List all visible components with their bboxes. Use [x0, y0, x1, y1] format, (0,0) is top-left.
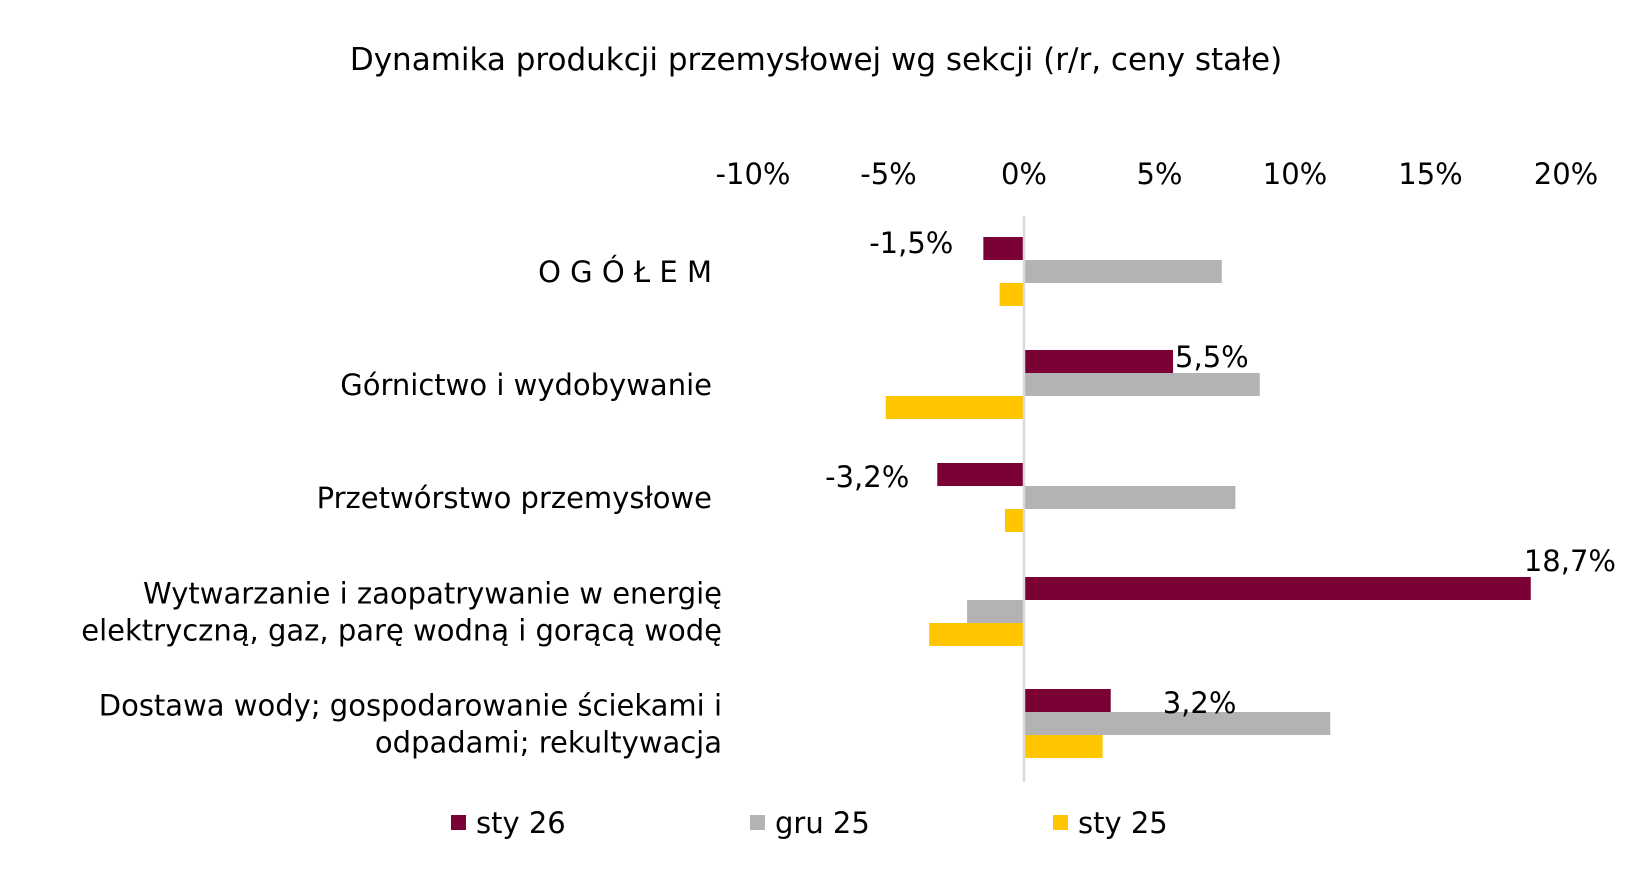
data-label: -1,5% [869, 226, 953, 260]
category-label-line: Górnictwo i wydobywanie [340, 368, 712, 402]
bar-gru-25-1 [1024, 373, 1260, 396]
bar-sty-26-2 [937, 463, 1024, 486]
category-label-line: Dostawa wody; gospodarowanie ściekami i [99, 689, 722, 723]
data-label: 5,5% [1175, 340, 1249, 374]
legend-item: sty 26 [451, 806, 566, 840]
category-label: O G Ó Ł E M [538, 255, 712, 289]
bar-sty-26-3 [1024, 577, 1531, 600]
category-label: Wytwarzanie i zaopatrywanie w energięele… [81, 577, 722, 648]
category-label-line: Przetwórstwo przemysłowe [317, 481, 712, 515]
bar-sty-25-4 [1024, 735, 1103, 758]
category-label-line: odpadami; rekultywacja [375, 726, 722, 760]
data-label: 3,2% [1163, 686, 1237, 720]
bar-sty-26-1 [1024, 350, 1174, 373]
legend-swatch [451, 815, 466, 830]
category-label-line: elektryczną, gaz, parę wodną i gorącą wo… [81, 614, 722, 648]
bar-gru-25-0 [1024, 260, 1222, 283]
bar-sty-25-0 [999, 283, 1024, 306]
category-label-line: O G Ó Ł E M [538, 255, 712, 289]
x-tick-label: 0% [1001, 157, 1047, 191]
bar-sty-26-4 [1024, 689, 1111, 712]
x-tick-label: -5% [860, 157, 916, 191]
chart-title: Dynamika produkcji przemysłowej wg sekcj… [350, 42, 1282, 78]
bar-gru-25-4 [1024, 712, 1331, 735]
data-label: 18,7% [1524, 544, 1616, 578]
bar-sty-25-2 [1005, 509, 1024, 532]
legend-swatch [750, 815, 765, 830]
bar-sty-26-0 [983, 237, 1024, 260]
bar-sty-25-3 [929, 623, 1024, 646]
data-labels: -1,5% 5,5% -3,2% 18,7% 3,2% [825, 226, 1616, 720]
data-label: -3,2% [825, 460, 909, 494]
legend-swatch [1053, 815, 1068, 830]
category-label: Dostawa wody; gospodarowanie ściekami io… [99, 689, 722, 760]
bar-gru-25-2 [1024, 486, 1236, 509]
legend-label: gru 25 [775, 806, 870, 840]
bars [885, 237, 1531, 758]
x-tick-label: 5% [1136, 157, 1182, 191]
category-labels: O G Ó Ł E M Górnictwo i wydobywanie Przetw… [81, 255, 722, 760]
category-label: Przetwórstwo przemysłowe [317, 481, 712, 515]
bar-gru-25-3 [967, 600, 1024, 623]
bar-sty-25-1 [885, 396, 1024, 419]
category-label: Górnictwo i wydobywanie [340, 368, 712, 402]
legend-label: sty 26 [476, 806, 566, 840]
x-tick-label: 20% [1534, 157, 1598, 191]
x-tick-label: -10% [716, 157, 791, 191]
legend: sty 26 gru 25 sty 25 [451, 806, 1168, 840]
legend-item: sty 25 [1053, 806, 1168, 840]
category-label-line: Wytwarzanie i zaopatrywanie w energię [143, 577, 722, 611]
x-axis-ticks: -10% -5% 0% 5% 10% 15% 20% [716, 157, 1599, 191]
x-tick-label: 10% [1263, 157, 1327, 191]
legend-label: sty 25 [1078, 806, 1168, 840]
legend-item: gru 25 [750, 806, 870, 840]
x-tick-label: 15% [1398, 157, 1462, 191]
